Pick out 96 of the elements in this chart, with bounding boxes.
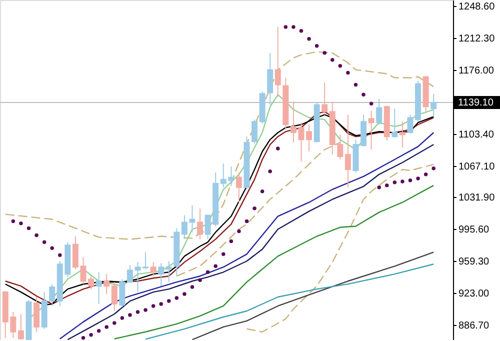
point: [222, 252, 226, 256]
point: [408, 178, 412, 182]
candlestick: [399, 121, 406, 148]
candlestick: [166, 260, 172, 283]
point: [159, 302, 163, 306]
point: [174, 296, 179, 300]
y-tick-label: 1067.10: [458, 161, 496, 172]
line-series: [144, 264, 434, 340]
point: [34, 233, 38, 238]
point: [104, 325, 108, 329]
candlestick: [197, 208, 204, 240]
point: [190, 285, 194, 289]
point: [182, 292, 186, 296]
line-series: [246, 164, 434, 332]
point: [276, 146, 280, 150]
line-series: [176, 142, 341, 277]
candlestick: [252, 119, 258, 144]
ref-line-label: 1139.10: [458, 97, 494, 108]
candlestick: [150, 262, 156, 277]
y-tick-label: 1212.30: [458, 33, 496, 44]
candlestick: [274, 26, 281, 98]
candlestick: [376, 98, 382, 126]
point: [89, 333, 93, 337]
candlestick: [392, 108, 398, 138]
point: [11, 219, 16, 224]
point: [338, 64, 342, 68]
point: [284, 25, 288, 29]
point: [346, 70, 350, 75]
line-series: [4, 51, 434, 240]
candlestick: [96, 272, 102, 305]
point: [307, 36, 311, 41]
point: [292, 25, 296, 29]
point: [151, 304, 156, 308]
y-tick-label: 1103.40: [458, 129, 494, 140]
point: [424, 172, 428, 176]
point: [120, 316, 124, 320]
point: [416, 176, 420, 180]
candlestick: [322, 82, 328, 116]
point: [237, 229, 241, 234]
point: [19, 221, 23, 226]
candlestick: [368, 110, 374, 150]
point: [260, 190, 264, 194]
point: [369, 102, 374, 106]
point: [362, 92, 366, 97]
point: [392, 180, 397, 184]
candlestick: [430, 93, 437, 118]
point: [206, 270, 210, 274]
line-series: [192, 252, 434, 340]
point: [144, 308, 148, 312]
point: [314, 44, 319, 48]
point: [354, 82, 358, 87]
point: [96, 329, 101, 333]
candlestick: [142, 252, 149, 270]
candlestick: [119, 278, 126, 308]
candlestick: [236, 172, 242, 203]
candlestick: [88, 276, 94, 290]
point: [128, 313, 132, 317]
point: [167, 299, 171, 303]
y-tick-label: 995.60: [458, 224, 490, 236]
point: [58, 253, 62, 257]
point: [26, 226, 31, 230]
candlestick: [34, 296, 40, 332]
point: [112, 321, 116, 325]
y-tick-label: 886.70: [458, 320, 490, 332]
y-tick-label: 923.00: [458, 288, 490, 300]
candlestick: [158, 262, 164, 287]
point: [385, 184, 389, 188]
y-tick-label: 1031.90: [458, 192, 496, 204]
point: [330, 58, 334, 62]
line-series: [114, 184, 434, 340]
point: [229, 239, 234, 244]
point: [322, 51, 326, 55]
y-tick-label: 959.30: [458, 256, 490, 268]
candlestick: [360, 114, 367, 148]
point: [268, 170, 272, 174]
y-tick-label: 1176.00: [458, 65, 494, 76]
candlestick: [344, 114, 351, 188]
point: [50, 246, 54, 250]
candlestick: [18, 314, 24, 340]
point: [136, 310, 140, 314]
point: [214, 264, 218, 268]
point: [42, 240, 46, 244]
point: [244, 219, 249, 224]
point: [299, 29, 304, 33]
point: [377, 185, 381, 190]
candlestick: [111, 282, 118, 312]
candlestick: [104, 274, 110, 294]
y-tick-label: 1248.60: [458, 1, 496, 12]
point: [252, 206, 256, 210]
candlestick: [306, 124, 312, 152]
candlestick: [267, 52, 274, 106]
candlestick: [407, 114, 414, 134]
point: [81, 336, 86, 340]
point: [432, 166, 436, 170]
point: [198, 278, 202, 282]
point: [400, 180, 404, 184]
